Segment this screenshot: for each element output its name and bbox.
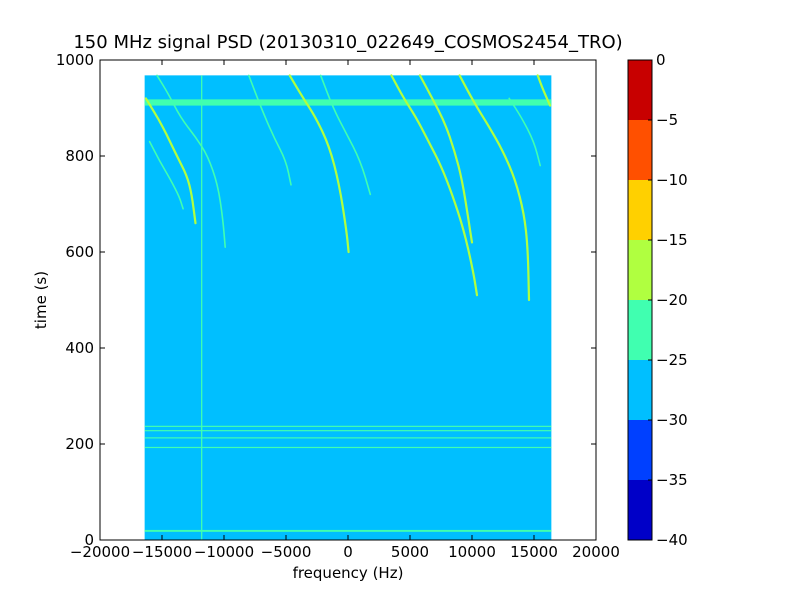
drift-trace-9: [536, 74, 552, 107]
colorbar-segment: [628, 300, 652, 360]
colorbar-segment: [628, 360, 652, 420]
y-axis-label: time (s): [32, 271, 50, 329]
colorbar-tick-label: −35: [656, 471, 688, 489]
colorbar-segment: [628, 180, 652, 240]
drift-trace-8: [458, 74, 531, 302]
colorbar-segment: [628, 240, 652, 300]
colorbar-tick-label: −5: [656, 111, 678, 129]
x-tick-label: 20000: [572, 543, 620, 561]
y-tick-label: 200: [65, 435, 94, 453]
colorbar-tick-label: −10: [656, 171, 688, 189]
colorbar-segment: [628, 60, 652, 120]
drift-trace-1: [156, 74, 226, 248]
x-tick-label: −15000: [132, 543, 192, 561]
horizontal-band-1: [144, 529, 552, 532]
drift-trace-0: [144, 97, 197, 225]
horizontal-band-4: [144, 437, 552, 439]
x-tick-label: 10000: [448, 543, 496, 561]
y-tick-label: 600: [65, 243, 94, 261]
horizontal-band-0: [144, 99, 552, 106]
x-tick-label: −20000: [70, 543, 130, 561]
x-tick-label: −5000: [261, 543, 312, 561]
x-axis-label: frequency (Hz): [293, 564, 404, 582]
colorbar-segment: [628, 420, 652, 480]
drift-trace-2: [148, 140, 184, 210]
plot-area: [99, 59, 597, 541]
colorbar-tick-label: −25: [656, 351, 688, 369]
drift-trace-4: [288, 74, 350, 254]
x-axis: −20000 −15000 −10000 −5000 0 5000 10000 15000 20…: [70, 60, 620, 561]
horizontal-band-2: [144, 425, 552, 427]
colorbar-segment: [628, 480, 652, 540]
x-tick-label: 0: [343, 543, 353, 561]
colorbar-tick-label: 0: [656, 51, 666, 69]
colorbar: −40 −35 −30 −25 −20 −15 −10 −5 0: [627, 51, 688, 549]
chart-title: 150 MHz signal PSD (20130310_022649_COSM…: [73, 32, 622, 53]
drift-trace-3: [248, 74, 292, 186]
drift-trace-10: [508, 97, 541, 167]
y-axis: 0 200 400 600 800 1000: [56, 51, 596, 549]
drift-trace-5: [319, 74, 372, 196]
colorbar-tick-label: −20: [656, 291, 688, 309]
drift-trace-6: [390, 74, 479, 297]
colorbar-tick-label: −40: [656, 531, 688, 549]
colorbar-tick-label: −30: [656, 411, 688, 429]
horizontal-band-3: [144, 430, 552, 432]
x-tick-label: 15000: [510, 543, 558, 561]
spectrogram-background: [144, 75, 552, 541]
y-tick-label: 800: [65, 147, 94, 165]
y-tick-label: 1000: [56, 51, 94, 69]
x-tick-label: 5000: [391, 543, 429, 561]
horizontal-band-5: [144, 446, 552, 449]
y-tick-label: 400: [65, 339, 94, 357]
x-tick-label: −10000: [194, 543, 254, 561]
y-tick-label: 0: [84, 531, 94, 549]
drift-trace-7: [418, 74, 474, 244]
colorbar-segment: [628, 120, 652, 180]
colorbar-tick-label: −15: [656, 231, 688, 249]
